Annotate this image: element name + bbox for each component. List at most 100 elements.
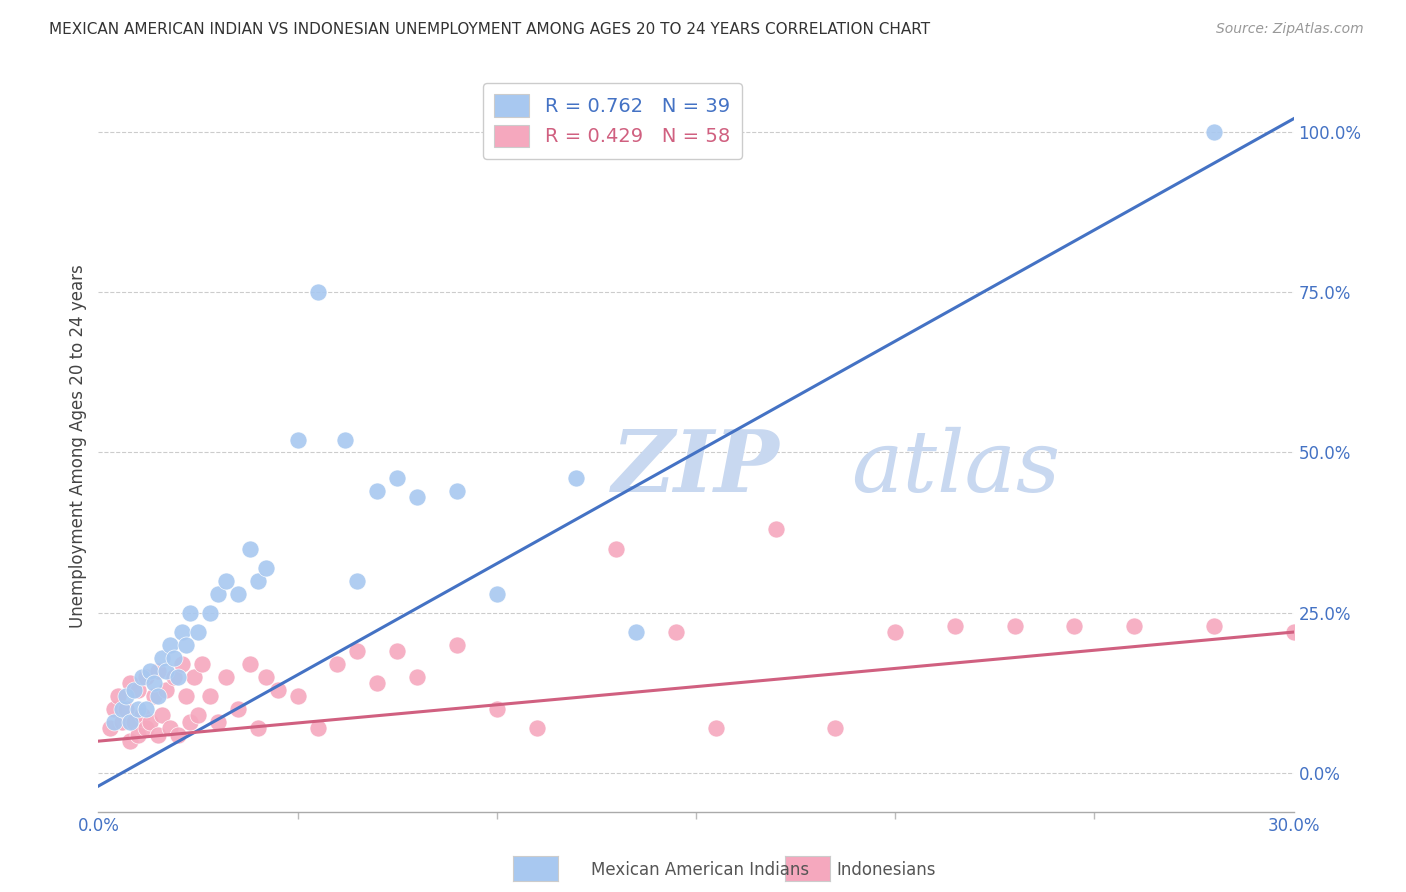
Point: [626, 625, 648, 640]
Point: [124, 682, 146, 697]
Point: [135, 721, 157, 735]
Point: [665, 625, 688, 640]
Point: [824, 721, 846, 735]
Point: [135, 670, 157, 684]
Point: [485, 586, 508, 600]
Point: [246, 574, 269, 588]
Point: [155, 682, 177, 697]
Point: [605, 541, 627, 556]
Point: [131, 708, 153, 723]
Point: [207, 714, 229, 729]
Point: [239, 657, 262, 672]
Point: [174, 638, 197, 652]
Point: [226, 702, 249, 716]
Point: [107, 690, 129, 704]
Point: [163, 650, 186, 665]
Legend: R = 0.762   N = 39, R = 0.429   N = 58: R = 0.762 N = 39, R = 0.429 N = 58: [482, 83, 742, 159]
Point: [884, 625, 907, 640]
Point: [191, 657, 214, 672]
Point: [406, 491, 429, 505]
Point: [103, 702, 125, 716]
Point: [446, 638, 468, 652]
Point: [111, 714, 134, 729]
Text: atlas: atlas: [852, 426, 1060, 509]
Point: [215, 574, 238, 588]
Point: [287, 690, 309, 704]
Point: [135, 702, 157, 716]
Point: [246, 721, 269, 735]
Text: ZIP: ZIP: [613, 426, 780, 509]
Text: Source: ZipAtlas.com: Source: ZipAtlas.com: [1216, 22, 1364, 37]
Point: [1004, 618, 1026, 632]
Point: [139, 714, 162, 729]
Point: [1063, 618, 1085, 632]
Point: [127, 702, 149, 716]
Point: [148, 728, 170, 742]
Point: [215, 670, 238, 684]
Text: Mexican American Indians: Mexican American Indians: [591, 861, 808, 879]
Point: [943, 618, 966, 632]
Point: [150, 650, 173, 665]
Point: [307, 721, 329, 735]
Point: [163, 670, 186, 684]
Point: [159, 721, 181, 735]
Point: [239, 541, 262, 556]
Point: [385, 471, 409, 485]
Point: [143, 690, 166, 704]
Point: [366, 676, 388, 690]
Point: [115, 702, 138, 716]
Point: [446, 483, 468, 498]
Point: [1282, 625, 1305, 640]
Point: [346, 644, 368, 658]
Point: [406, 670, 429, 684]
Point: [1123, 618, 1146, 632]
Point: [111, 702, 134, 716]
Text: Indonesians: Indonesians: [837, 861, 936, 879]
Point: [765, 523, 787, 537]
Point: [172, 657, 194, 672]
Point: [326, 657, 349, 672]
Point: [526, 721, 548, 735]
Point: [346, 574, 368, 588]
Point: [172, 625, 194, 640]
Point: [704, 721, 727, 735]
Point: [159, 638, 181, 652]
Point: [150, 708, 173, 723]
Point: [187, 625, 209, 640]
Text: MEXICAN AMERICAN INDIAN VS INDONESIAN UNEMPLOYMENT AMONG AGES 20 TO 24 YEARS COR: MEXICAN AMERICAN INDIAN VS INDONESIAN UN…: [49, 22, 931, 37]
Point: [148, 664, 170, 678]
Point: [1202, 125, 1225, 139]
Point: [155, 664, 177, 678]
Point: [148, 690, 170, 704]
Point: [207, 586, 229, 600]
Point: [120, 734, 142, 748]
Point: [139, 664, 162, 678]
Point: [226, 586, 249, 600]
Point: [287, 433, 309, 447]
Point: [120, 676, 142, 690]
Point: [254, 670, 277, 684]
Point: [167, 728, 190, 742]
Point: [174, 690, 197, 704]
Point: [179, 606, 201, 620]
Point: [179, 714, 201, 729]
Point: [198, 606, 221, 620]
Point: [167, 670, 190, 684]
Point: [198, 690, 221, 704]
Point: [565, 471, 588, 485]
Point: [103, 714, 125, 729]
Point: [307, 285, 329, 299]
Point: [120, 714, 142, 729]
Point: [254, 561, 277, 575]
Point: [187, 708, 209, 723]
Point: [1202, 618, 1225, 632]
Point: [124, 714, 146, 729]
Point: [267, 682, 290, 697]
Point: [115, 690, 138, 704]
Point: [98, 721, 122, 735]
Point: [127, 728, 149, 742]
Y-axis label: Unemployment Among Ages 20 to 24 years: Unemployment Among Ages 20 to 24 years: [69, 264, 87, 628]
Point: [127, 682, 149, 697]
Point: [366, 483, 388, 498]
Point: [183, 670, 205, 684]
